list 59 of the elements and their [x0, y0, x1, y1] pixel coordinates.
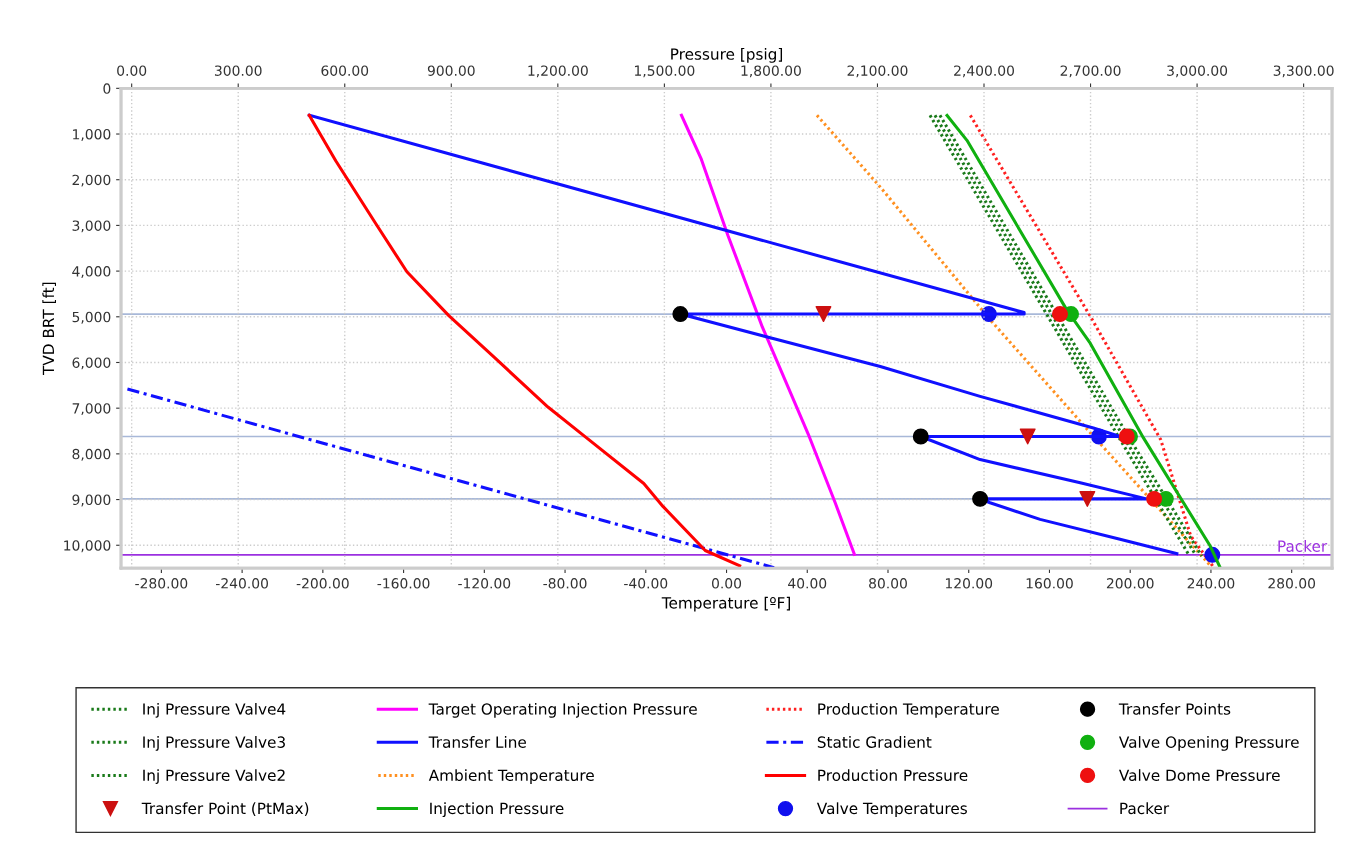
line-series: [815, 113, 1213, 568]
legend-label: Ambient Temperature: [428, 769, 594, 784]
x2-tick-label: 2,400.00: [954, 65, 1015, 78]
x2-tick-label: 1,500.00: [634, 65, 695, 78]
x-tick-label: 120.00: [945, 578, 993, 589]
x2-tick-label: 900.00: [427, 65, 475, 76]
x2-tick-label: 1,200.00: [528, 65, 588, 78]
legend-label: Production Temperature: [818, 702, 999, 718]
x2-tick-label: 600.00: [321, 65, 369, 76]
y-axis-title: TVD BRT [ft]: [42, 282, 56, 376]
ref-line-label: Packer: [1278, 540, 1328, 552]
x2-tick-label: 3,000.00: [1167, 65, 1228, 78]
x2-tick-label: 2,100.00: [847, 65, 908, 78]
legend-label: Production Pressure: [818, 769, 968, 782]
x-axis-title: Temperature [ºF]: [661, 596, 790, 612]
legend-label: Static Gradient: [817, 736, 932, 748]
y-tick-label: 9,000: [72, 494, 111, 507]
legend-label: Injection Pressure: [430, 802, 564, 818]
x-tick-label: 0.00: [711, 578, 742, 589]
legend-label: Valve Opening Pressure: [1118, 736, 1299, 751]
legend-label: Inj Pressure Valve3: [143, 736, 285, 751]
x2-tick-label: 1,800.00: [741, 65, 801, 78]
legend-label: Transfer Point (PtMax): [141, 802, 309, 816]
x-tick-label: 40.00: [788, 578, 827, 589]
x2-tick-label: 2,700.00: [1060, 65, 1121, 78]
x-tick-label: -240.00: [216, 578, 268, 589]
legend-label: Inj Pressure Valve2: [143, 769, 285, 784]
y-tick-label: 3,000: [72, 220, 111, 233]
y-tick-label: 4,000: [72, 266, 111, 278]
x-tick-label: -40.00: [624, 578, 668, 589]
y-tick-label: 2,000: [72, 174, 111, 187]
x-tick-label: 80.00: [869, 578, 907, 589]
y-tick-label: 0: [103, 83, 111, 94]
legend-label: Transfer Line: [428, 736, 526, 748]
x-tick-label: -80.00: [543, 578, 587, 589]
x-tick-label: 200.00: [1106, 578, 1154, 589]
x2-axis-title: Pressure [psig]: [671, 48, 783, 63]
y-tick-label: 8,000: [72, 448, 111, 461]
y-tick-label: 1,000: [73, 128, 111, 141]
x-tick-label: 240.00: [1187, 578, 1235, 589]
x2-tick-label: 3,300.00: [1273, 65, 1334, 78]
legend-label: Target Operating Injection Pressure: [428, 702, 697, 718]
x-tick-label: -280.00: [135, 578, 188, 589]
legend-label: Valve Dome Pressure: [1118, 769, 1280, 782]
legend-label: Inj Pressure Valve4: [143, 702, 286, 718]
legend-label: Transfer Points: [1118, 702, 1231, 715]
y-tick-label: 10,000: [64, 540, 111, 553]
y-tick-label: 6,000: [72, 357, 111, 370]
x2-tick-label: 300.00: [214, 65, 262, 76]
x2-tick-label: 0.00: [117, 65, 147, 76]
x-tick-label: 160.00: [1026, 578, 1073, 589]
legend-label: Valve Temperatures: [816, 802, 967, 818]
x-tick-label: -120.00: [458, 578, 511, 589]
y-tick-label: 5,000: [72, 311, 111, 324]
y-tick-label: 7,000: [72, 403, 111, 416]
x-tick-label: -200.00: [296, 578, 349, 589]
x-tick-label: 280.00: [1268, 578, 1316, 589]
text: Packer: [1120, 802, 1170, 815]
x-tick-label: -160.00: [377, 578, 430, 589]
